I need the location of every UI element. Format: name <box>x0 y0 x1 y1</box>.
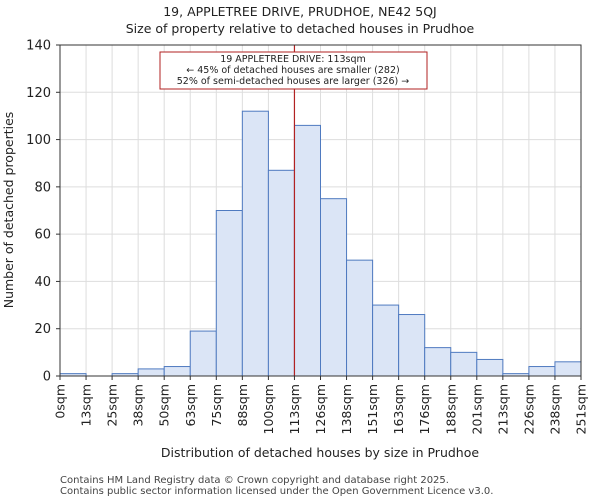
chart-subtitle: Size of property relative to detached ho… <box>126 21 475 36</box>
bars <box>59 110 582 377</box>
y-tick-label: 80 <box>34 180 51 195</box>
annotation-box: 19 APPLETREE DRIVE: 113sqm ← 45% of deta… <box>159 51 428 90</box>
x-tick-label: 113sqm <box>287 384 302 434</box>
x-tick-label: 251sqm <box>574 384 589 434</box>
x-tick-label: 201sqm <box>469 384 484 434</box>
x-tick-label: 188sqm <box>443 384 458 434</box>
annotation-title: 19 APPLETREE DRIVE: 113sqm <box>220 54 366 65</box>
x-tick-label: 88sqm <box>235 384 250 427</box>
x-tick-label: 163sqm <box>391 384 406 434</box>
bar-138sqm <box>346 259 374 377</box>
x-tick-label: 151sqm <box>365 384 380 434</box>
x-axis-label: Distribution of detached houses by size … <box>161 445 479 460</box>
y-tick-label: 40 <box>34 275 51 290</box>
y-tick-label: 0 <box>43 370 51 385</box>
footer-line-1: Contains HM Land Registry data © Crown c… <box>60 475 449 486</box>
x-tick-label: 13sqm <box>79 384 94 427</box>
y-tick-label: 20 <box>34 322 51 337</box>
bar-75sqm <box>215 210 243 377</box>
x-tick-label: 63sqm <box>183 384 198 427</box>
bar-88sqm <box>241 110 269 377</box>
x-tick-label: 0sqm <box>53 384 68 419</box>
y-tick-label: 100 <box>26 133 51 148</box>
annotation-larger: 52% of semi-detached houses are larger (… <box>177 76 410 87</box>
y-tick-label: 120 <box>26 86 51 101</box>
x-tick-label: 238sqm <box>547 384 562 434</box>
y-tick-label: 60 <box>34 228 51 243</box>
x-tick-label: 25sqm <box>105 384 120 427</box>
bar-226sqm <box>528 366 556 377</box>
bar-100sqm <box>267 169 295 377</box>
bar-201sqm <box>476 358 504 377</box>
bar-63sqm <box>189 330 217 377</box>
bar-188sqm <box>450 351 478 377</box>
x-tick-label: 100sqm <box>261 384 276 434</box>
x-axis-ticks: 0sqm 13sqm 25sqm 38sqm 50sqm 63sqm 75sqm 88sqm 1… <box>53 376 589 434</box>
chart-title: 19, APPLETREE DRIVE, PRUDHOE, NE42 5QJ <box>163 4 437 19</box>
x-tick-label: 176sqm <box>417 384 432 434</box>
x-tick-label: 213sqm <box>495 384 510 434</box>
annotation-frame <box>159 51 428 90</box>
x-tick-label: 50sqm <box>157 384 172 427</box>
footer-line-2: Contains public sector information licen… <box>60 486 493 497</box>
bar-163sqm <box>398 314 426 377</box>
y-tick-label: 140 <box>26 39 51 54</box>
y-axis-label: Number of detached properties <box>1 112 16 309</box>
x-tick-label: 38sqm <box>131 384 146 427</box>
annotation-smaller: ← 45% of detached houses are smaller (28… <box>186 65 399 76</box>
x-tick-label: 226sqm <box>521 384 536 434</box>
x-tick-label: 126sqm <box>313 384 328 434</box>
bar-176sqm <box>424 347 452 377</box>
bar-50sqm <box>163 366 191 377</box>
bar-151sqm <box>372 304 400 377</box>
y-axis-ticks: 0 20 40 60 80 100 120 140 <box>26 39 60 385</box>
x-tick-label: 75sqm <box>209 384 224 427</box>
bar-238sqm <box>554 361 582 377</box>
bar-38sqm <box>137 368 165 377</box>
bar-126sqm <box>320 198 348 377</box>
bar-113sqm <box>293 124 322 377</box>
x-tick-label: 138sqm <box>339 384 354 434</box>
